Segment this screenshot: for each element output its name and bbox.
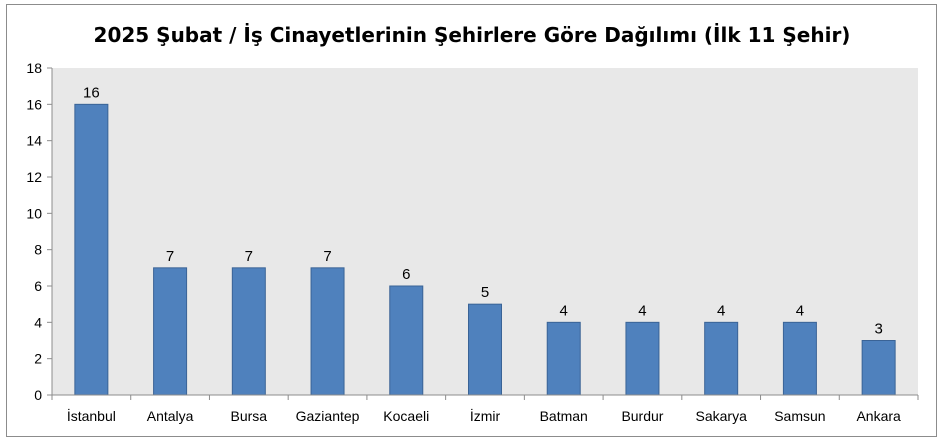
y-tick-label: 18 bbox=[26, 60, 42, 76]
bar bbox=[310, 267, 345, 396]
bar-data-label: 7 bbox=[323, 248, 331, 265]
data-labels: 16 7 7 7 6 5 4 4 4 4 3 bbox=[83, 84, 883, 337]
y-tick-label: 16 bbox=[26, 96, 42, 112]
bar bbox=[704, 321, 739, 396]
y-tick-label: 0 bbox=[34, 387, 42, 403]
bar bbox=[153, 267, 188, 396]
bar bbox=[782, 321, 817, 396]
bar-data-label: 4 bbox=[796, 302, 804, 319]
y-axis-ticks: 0 2 4 6 8 10 12 14 16 18 bbox=[26, 60, 52, 403]
x-tick-label: İzmir bbox=[470, 407, 501, 424]
y-tick-label: 6 bbox=[34, 278, 42, 294]
y-tick-label: 2 bbox=[34, 351, 42, 367]
bar-data-label: 7 bbox=[166, 248, 174, 265]
y-tick-label: 4 bbox=[34, 314, 42, 330]
x-tick-label: Bursa bbox=[231, 408, 268, 424]
bars bbox=[74, 103, 896, 396]
bar bbox=[468, 303, 502, 396]
bar bbox=[231, 267, 266, 396]
bar bbox=[861, 340, 896, 396]
y-tick-label: 14 bbox=[26, 133, 42, 149]
x-axis-ticks: İstanbul Antalya Bursa Gaziantep Kocaeli İzmi… bbox=[51, 395, 919, 424]
bar bbox=[625, 321, 660, 396]
x-tick-label: İstanbul bbox=[67, 407, 116, 424]
bar-data-label: 4 bbox=[560, 302, 568, 319]
y-tick-label: 8 bbox=[34, 242, 42, 258]
x-tick-label: Burdur bbox=[621, 408, 663, 424]
chart-title: 2025 Şubat / İş Cinayetlerinin Şehirlere… bbox=[94, 23, 851, 47]
x-tick-label: Antalya bbox=[147, 408, 194, 424]
x-tick-label: Kocaeli bbox=[383, 408, 429, 424]
bar-data-label: 4 bbox=[638, 302, 646, 319]
bar-data-label: 3 bbox=[874, 321, 882, 338]
y-tick-label: 12 bbox=[26, 169, 42, 185]
bar-data-label: 6 bbox=[402, 266, 410, 283]
x-tick-label: Sakarya bbox=[696, 408, 748, 424]
x-tick-label: Ankara bbox=[856, 408, 901, 424]
bar-data-label: 7 bbox=[245, 248, 253, 265]
x-tick-label: Samsun bbox=[774, 408, 825, 424]
x-tick-label: Batman bbox=[540, 408, 588, 424]
bar-data-label: 16 bbox=[83, 84, 100, 101]
bar-data-label: 5 bbox=[481, 284, 489, 301]
bar bbox=[74, 103, 109, 396]
bar bbox=[546, 321, 581, 396]
bar bbox=[389, 285, 424, 396]
x-tick-label: Gaziantep bbox=[296, 408, 360, 424]
bar-data-label: 4 bbox=[717, 302, 725, 319]
y-tick-label: 10 bbox=[26, 205, 42, 221]
